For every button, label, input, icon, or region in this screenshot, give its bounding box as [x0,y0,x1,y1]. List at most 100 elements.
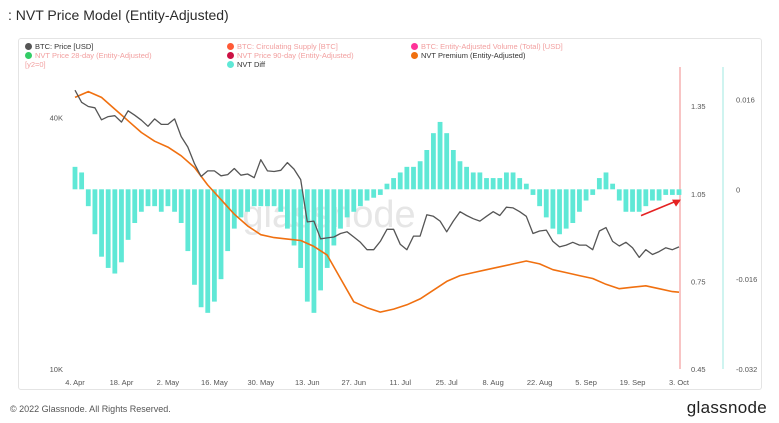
nvt-diff-bar [185,189,191,252]
nvt-diff-bar [643,189,649,207]
legend-item[interactable]: NVT Price 28-day (Entity-Adjusted) [25,51,152,60]
nvt-diff-bar [198,189,204,308]
legend-label: NVT Price 90-day (Entity-Adjusted) [237,51,354,60]
y-right1-tick-label: 0.75 [691,277,706,286]
nvt-diff-bar [119,189,124,263]
nvt-diff-bar [265,189,270,207]
y-left-tick-label: 10K [50,365,63,374]
nvt-diff-bar [411,166,416,190]
nvt-diff-bar [517,178,523,190]
legend-item[interactable]: NVT Price 90-day (Entity-Adjusted) [227,51,354,60]
y-right1-tick-label: 0.45 [691,365,706,374]
nvt-diff-bar [543,189,549,218]
nvt-diff-bar [557,189,562,235]
nvt-diff-bar [318,189,323,291]
legend-item[interactable]: BTC: Entity-Adjusted Volume (Total) [USD… [411,42,563,51]
nvt-diff-bar [331,189,337,246]
x-tick-label: 4. Apr [65,378,85,387]
legend-item[interactable]: [y2=0] [25,60,46,69]
nvt-diff-bar [523,183,529,190]
nvt-diff-bar [550,189,556,229]
nvt-diff-bar [623,189,629,212]
legend-dot-icon [25,43,32,50]
y-right2-tick-label: 0.016 [736,95,755,104]
btc-price-line [74,89,680,259]
nvt-diff-bar [172,189,177,212]
nvt-diff-bar [470,172,476,190]
nvt-diff-bar [145,189,151,207]
nvt-diff-bar [596,178,602,190]
nvt-diff-bar [338,189,343,229]
legend-dot-icon [227,43,234,50]
y-right1-tick-label: 1.35 [691,102,706,111]
nvt-diff-bar [364,189,370,201]
legend-item[interactable]: BTC: Circulating Supply [BTC] [227,42,338,51]
nvt-diff-bar [663,189,669,195]
nvt-diff-bar [351,189,357,212]
nvt-diff-bar [424,150,430,190]
nvt-diff-bar [284,189,290,229]
nvt-diff-bar [258,189,264,207]
nvt-diff-bar [457,161,463,190]
nvt-diff-bar [291,189,297,246]
x-tick-label: 2. May [157,378,180,387]
legend-label: BTC: Price [USD] [35,42,94,51]
y-right1-tick-label: 1.05 [691,190,706,199]
annotation-arrow-line [640,200,676,217]
copyright-text: © 2022 Glassnode. All Rights Reserved. [10,404,171,414]
nvt-diff-bar [225,189,231,252]
legend-item[interactable]: BTC: Price [USD] [25,42,93,51]
nvt-diff-bar [676,189,682,195]
nvt-diff-bar [477,172,483,190]
nvt-diff-bar [105,189,111,268]
glassnode-logo: glassnode [686,398,767,417]
nvt-diff-bar [304,189,310,302]
nvt-diff-bar [165,189,171,207]
nvt-diff-bar [158,189,164,212]
nvt-diff-bar [616,189,622,201]
nvt-diff-bar [384,183,390,190]
nvt-diff-bar [630,189,635,212]
legend-label: BTC: Entity-Adjusted Volume (Total) [USD… [421,42,563,51]
nvt-diff-bar [231,189,237,229]
nvt-diff-bar [490,178,496,190]
nvt-diff-bar [570,189,576,223]
nvt-diff-bar [497,178,503,190]
x-tick-label: 8. Aug [483,378,504,387]
legend-label: [y2=0] [25,60,46,69]
nvt-diff-bar [238,189,244,218]
nvt-diff-bar [377,189,383,195]
nvt-diff-bar [278,189,284,212]
nvt-diff-bar [504,172,509,190]
legend-dot-icon [411,52,418,59]
annotation-arrow-icon [672,199,681,207]
legend-item[interactable]: NVT Diff [227,60,265,69]
nvt-diff-bar [125,189,131,240]
chart-panel: BTC: Price [USD] BTC: Circulating Supply … [18,38,762,390]
nvt-diff-bar [72,166,78,190]
x-tick-label: 30. May [248,378,275,387]
nvt-diff-bar [484,178,489,190]
legend-label: NVT Premium (Entity-Adjusted) [421,51,526,60]
nvt-diff-bar [152,189,158,207]
nvt-diff-bar [251,189,257,207]
x-tick-label: 25. Jul [436,378,458,387]
nvt-diff-bar [298,189,304,268]
nvt-diff-bar [577,189,582,212]
nvt-diff-bar [563,189,569,229]
chart-title: : NVT Price Model (Entity-Adjusted) [8,7,229,23]
nvt-diff-bar [510,172,516,190]
nvt-diff-bar [79,172,85,190]
nvt-diff-bar [404,166,410,190]
legend-label: NVT Price 28-day (Entity-Adjusted) [35,51,152,60]
nvt-diff-bar [324,189,330,268]
nvt-diff-bar [271,189,277,207]
nvt-diff-bar [656,189,662,201]
nvt-diff-bar [437,121,443,190]
legend-item[interactable]: NVT Premium (Entity-Adjusted) [411,51,525,60]
x-tick-label: 19. Sep [620,378,646,387]
nvt-diff-bar [99,189,104,257]
nvt-diff-bar [344,189,350,218]
nvt-diff-bar [610,183,616,190]
